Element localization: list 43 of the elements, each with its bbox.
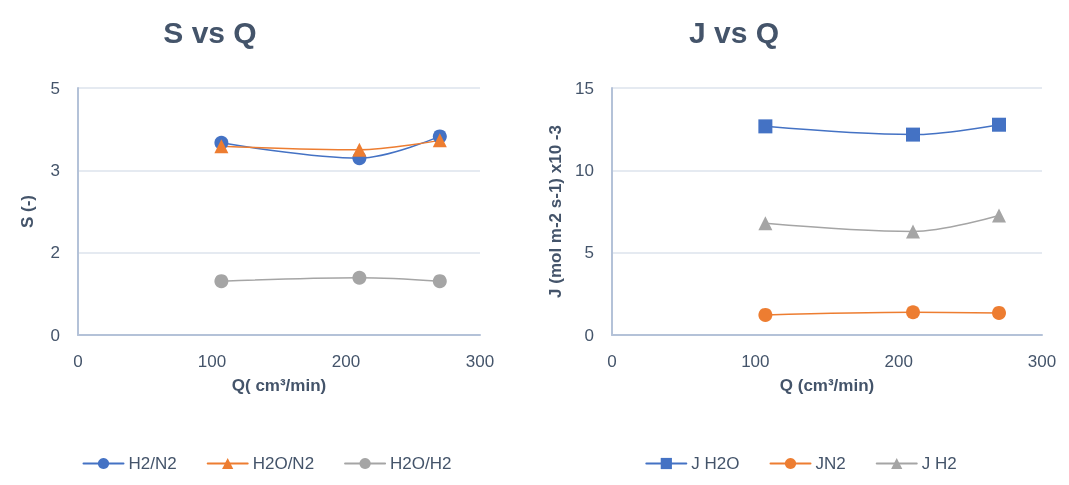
point bbox=[432, 133, 447, 148]
y-tick-label: 2 bbox=[50, 243, 60, 263]
x-tick-label: 200 bbox=[331, 352, 361, 371]
point bbox=[758, 216, 773, 231]
y-tick-label: 0 bbox=[584, 325, 594, 345]
x-tick-label: 100 bbox=[197, 352, 227, 371]
point bbox=[992, 305, 1006, 320]
y-tick-label: 15 bbox=[575, 78, 594, 98]
x-tick-label: 100 bbox=[741, 352, 770, 371]
y-tick-label: 5 bbox=[50, 78, 60, 98]
y-tick-label: 0 bbox=[50, 325, 60, 345]
x-tick-label: 200 bbox=[884, 352, 913, 371]
y-axis-title: J (mol m-2 s-1) x10 -3 bbox=[546, 125, 566, 298]
y-axis-title: S (-) bbox=[18, 194, 37, 229]
point bbox=[432, 274, 447, 289]
point bbox=[906, 127, 920, 142]
legend-label: J H2O bbox=[691, 454, 740, 473]
point bbox=[352, 142, 367, 157]
x-axis-title: Q (cm³/min) bbox=[779, 376, 875, 395]
x-tick-label: 300 bbox=[465, 352, 495, 371]
point bbox=[352, 270, 367, 285]
y-tick-label: 5 bbox=[584, 243, 594, 263]
point bbox=[214, 274, 229, 289]
y-tick-label: 10 bbox=[575, 160, 594, 180]
point bbox=[906, 224, 920, 239]
chart-title: J vs Q bbox=[688, 15, 780, 49]
point bbox=[214, 139, 229, 154]
legend-label: H2O/N2 bbox=[252, 454, 315, 473]
point bbox=[992, 117, 1006, 132]
y-tick-label: 3 bbox=[50, 160, 60, 180]
point bbox=[992, 208, 1006, 223]
legend-label: H2O/H2 bbox=[390, 454, 452, 473]
x-tick-label: 300 bbox=[1027, 352, 1057, 371]
x-tick-label: 0 bbox=[73, 352, 83, 371]
x-tick-label: 0 bbox=[607, 352, 617, 371]
x-axis-title: Q( cm³/min) bbox=[231, 376, 327, 395]
legend-label: H2/N2 bbox=[128, 454, 177, 473]
chart-title: S vs Q bbox=[163, 15, 257, 49]
point bbox=[758, 119, 773, 134]
point bbox=[758, 307, 773, 322]
legend-label: J H2 bbox=[921, 454, 957, 473]
point bbox=[906, 305, 920, 320]
legend-label: JN2 bbox=[815, 454, 846, 473]
